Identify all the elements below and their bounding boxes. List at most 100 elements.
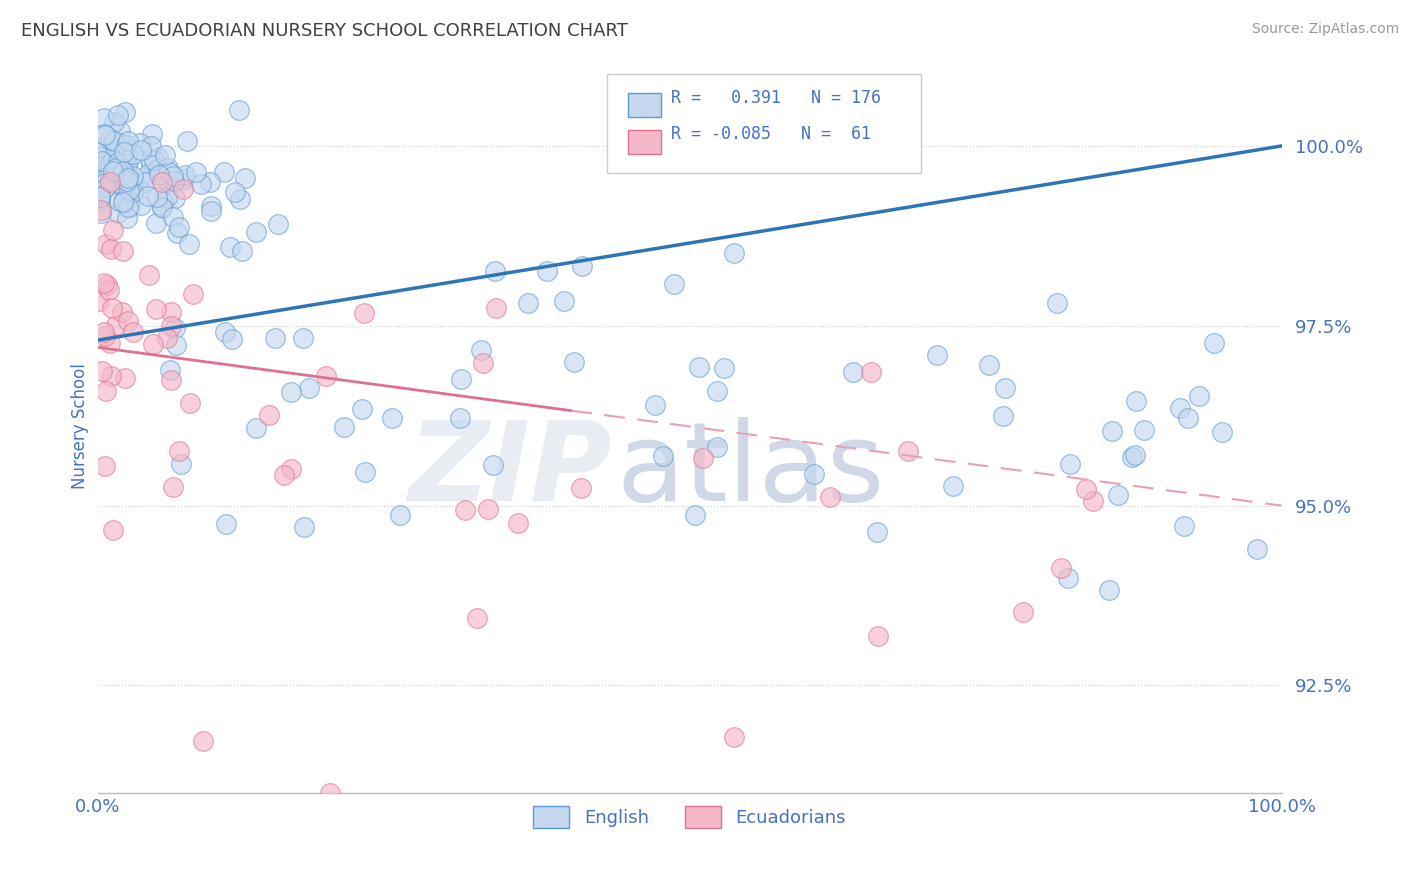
Point bbox=[173, 168, 195, 182]
Point bbox=[706, 440, 728, 454]
Point bbox=[90, 150, 112, 164]
Point bbox=[662, 277, 685, 292]
Point bbox=[866, 525, 889, 540]
Point bbox=[98, 132, 121, 146]
Point bbox=[100, 369, 122, 384]
Point bbox=[117, 170, 139, 185]
Point bbox=[111, 168, 134, 182]
Point bbox=[107, 154, 129, 169]
Point bbox=[221, 333, 243, 347]
Point bbox=[157, 165, 180, 179]
Point bbox=[118, 183, 141, 197]
Point bbox=[450, 372, 472, 386]
Point bbox=[688, 359, 710, 374]
Point bbox=[1059, 458, 1081, 472]
Point bbox=[224, 185, 246, 199]
Point bbox=[706, 384, 728, 398]
Point bbox=[818, 490, 841, 504]
Point bbox=[97, 159, 120, 173]
Point bbox=[454, 503, 477, 517]
Point bbox=[89, 194, 111, 208]
Point bbox=[115, 189, 138, 203]
Point bbox=[148, 150, 170, 164]
Point bbox=[148, 169, 170, 183]
Point bbox=[117, 200, 139, 214]
Point bbox=[107, 205, 129, 219]
Point bbox=[111, 178, 134, 193]
Point bbox=[231, 244, 253, 259]
Point bbox=[1081, 494, 1104, 508]
Point bbox=[108, 147, 131, 161]
Point bbox=[477, 501, 499, 516]
FancyBboxPatch shape bbox=[607, 74, 921, 173]
Point bbox=[150, 201, 173, 215]
Point bbox=[145, 301, 167, 316]
Point bbox=[569, 481, 592, 495]
Point bbox=[506, 516, 529, 531]
Point bbox=[842, 365, 865, 379]
Point bbox=[117, 134, 139, 148]
Point bbox=[94, 128, 117, 143]
Point bbox=[162, 210, 184, 224]
Point bbox=[219, 240, 242, 254]
Point bbox=[315, 368, 337, 383]
Point bbox=[141, 157, 163, 171]
Point bbox=[866, 629, 889, 643]
Point bbox=[157, 161, 180, 175]
Point bbox=[138, 268, 160, 282]
Point bbox=[994, 381, 1017, 395]
Point bbox=[553, 293, 575, 308]
Point bbox=[942, 479, 965, 493]
Text: R = -0.085   N =  61: R = -0.085 N = 61 bbox=[671, 126, 870, 144]
Point bbox=[129, 143, 152, 157]
Point bbox=[134, 175, 156, 189]
Point bbox=[1211, 425, 1233, 439]
Point bbox=[1107, 487, 1129, 501]
Point bbox=[124, 176, 146, 190]
Point bbox=[145, 216, 167, 230]
Point bbox=[146, 162, 169, 177]
Point bbox=[294, 520, 316, 534]
Point bbox=[94, 329, 117, 343]
Point bbox=[1049, 561, 1071, 575]
Point bbox=[121, 174, 143, 188]
Point bbox=[1204, 336, 1226, 351]
Point bbox=[120, 185, 142, 199]
Point bbox=[167, 220, 190, 235]
Point bbox=[319, 786, 342, 800]
Point bbox=[120, 200, 142, 214]
Point bbox=[1101, 425, 1123, 439]
Point bbox=[803, 467, 825, 481]
Point bbox=[121, 147, 143, 161]
Point bbox=[170, 457, 193, 471]
Point bbox=[267, 217, 290, 231]
Point bbox=[101, 148, 124, 162]
Point bbox=[94, 236, 117, 251]
Point bbox=[93, 112, 115, 126]
Text: R =   0.391   N = 176: R = 0.391 N = 176 bbox=[671, 89, 880, 107]
Point bbox=[155, 148, 177, 162]
Point bbox=[94, 179, 117, 194]
Point bbox=[1177, 411, 1199, 425]
Point bbox=[94, 458, 117, 473]
Point bbox=[90, 145, 112, 159]
Point bbox=[112, 194, 135, 209]
Point bbox=[103, 115, 125, 129]
Point bbox=[166, 226, 188, 240]
Point bbox=[860, 365, 883, 379]
Point bbox=[89, 188, 111, 202]
Point bbox=[104, 168, 127, 182]
Point bbox=[121, 185, 143, 199]
Point bbox=[114, 104, 136, 119]
Point bbox=[723, 246, 745, 260]
Point bbox=[96, 169, 118, 184]
Point bbox=[139, 153, 162, 168]
Point bbox=[103, 223, 125, 237]
Point bbox=[111, 164, 134, 178]
Point bbox=[101, 164, 124, 178]
Point bbox=[142, 337, 165, 351]
Point bbox=[183, 286, 205, 301]
Point bbox=[228, 192, 250, 206]
Point bbox=[90, 203, 112, 218]
Point bbox=[1046, 296, 1069, 310]
